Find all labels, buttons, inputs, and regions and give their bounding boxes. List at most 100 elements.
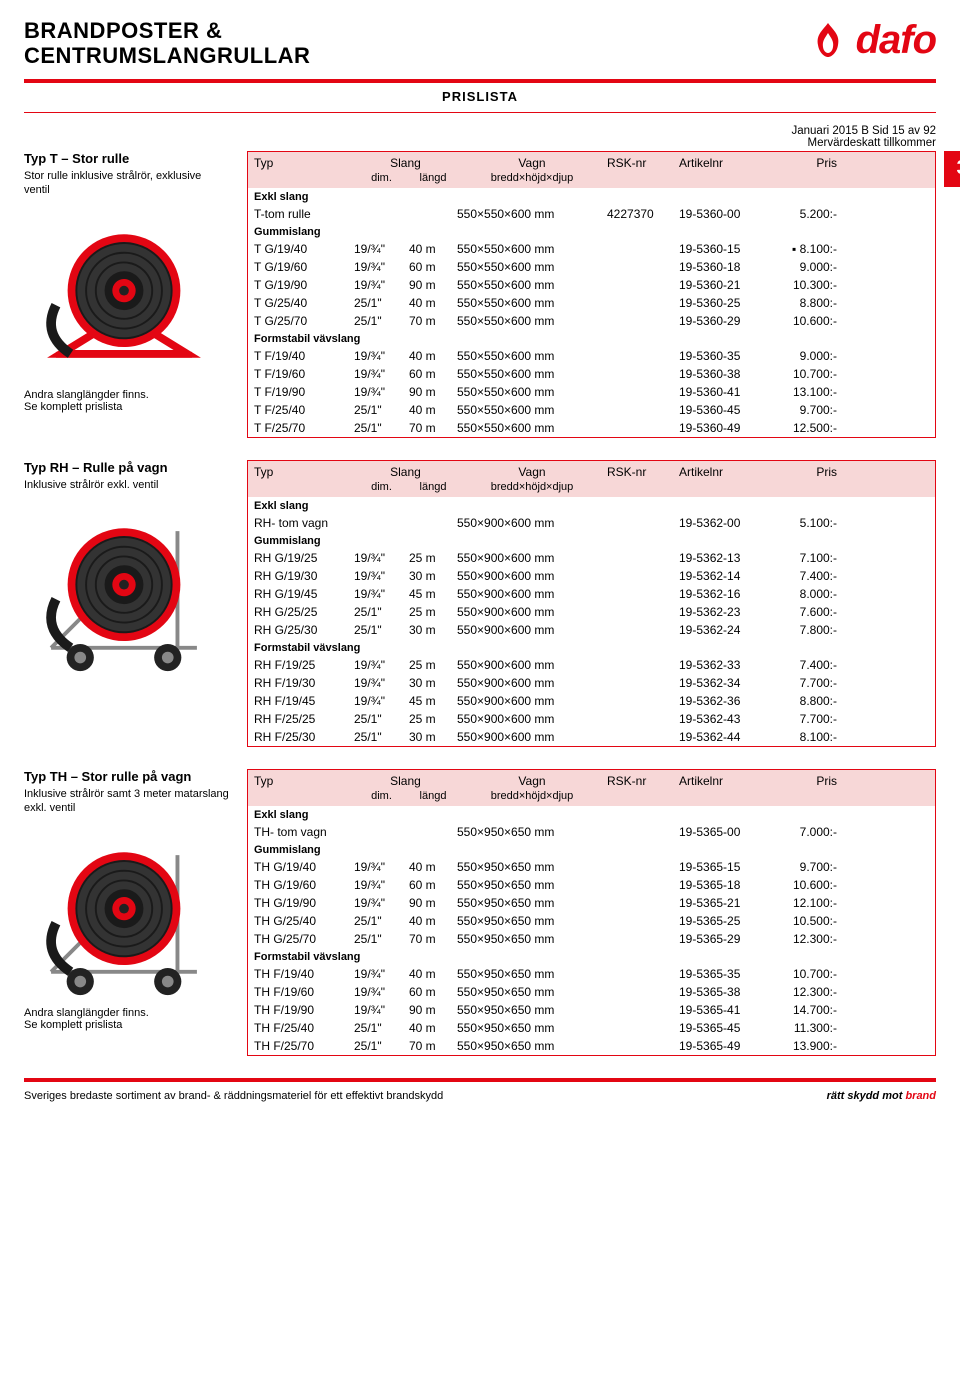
page-meta: Januari 2015 B Sid 15 av 92 Mervärdeskat… — [24, 125, 936, 149]
cell-price: 9.700:- — [769, 403, 839, 417]
col-slang: Slang — [354, 465, 457, 479]
footer-right: rätt skydd mot brand — [827, 1090, 936, 1102]
cell-dim: 25/1" — [354, 712, 409, 726]
sub-bhd: bredd×höjd×djup — [457, 790, 607, 802]
product-section: Typ RH – Rulle på vagn Inklusive strålrö… — [24, 460, 936, 747]
cell-typ: RH G/25/30 — [254, 623, 354, 637]
cell-dim: 25/1" — [354, 1021, 409, 1035]
cell-dim: 19/¾" — [354, 860, 409, 874]
cell-vagn: 550×900×600 mm — [457, 569, 607, 583]
title-line-2: CENTRUMSLANGRULLAR — [24, 43, 310, 68]
group-label: Exkl slang — [248, 806, 935, 823]
section-main: Typ Slang Vagn RSK-nr Artikelnr Pris dim… — [247, 151, 936, 438]
section-side: Typ T – Stor rulle Stor rulle inklusive … — [24, 151, 229, 438]
cell-art: 19-5365-21 — [679, 896, 769, 910]
cell-price: 7.800:- — [769, 623, 839, 637]
meta-line-1: Januari 2015 B Sid 15 av 92 — [24, 125, 936, 137]
cell-price: 10.300:- — [769, 278, 839, 292]
cell-art: 19-5360-38 — [679, 367, 769, 381]
cell-vagn: 550×950×650 mm — [457, 878, 607, 892]
cell-len: 25 m — [409, 658, 457, 672]
cell-typ: RH G/25/25 — [254, 605, 354, 619]
cell-typ: TH F/19/60 — [254, 985, 354, 999]
col-vagn: Vagn — [457, 774, 607, 788]
cell-dim: 25/1" — [354, 1039, 409, 1053]
cell-vagn: 550×950×650 mm — [457, 932, 607, 946]
flame-icon — [806, 19, 850, 63]
divider-thin — [24, 112, 936, 113]
cell-typ: RH F/25/30 — [254, 730, 354, 744]
sub-langd: längd — [409, 481, 457, 493]
col-rsk: RSK-nr — [607, 465, 679, 479]
table-row: RH F/19/45 19/¾" 45 m 550×900×600 mm 19-… — [248, 692, 935, 710]
logo-text: dafo — [856, 18, 936, 63]
table-row: T G/25/40 25/1" 40 m 550×550×600 mm 19-5… — [248, 294, 935, 312]
cell-vagn: 550×900×600 mm — [457, 694, 607, 708]
cell-art: 19-5362-14 — [679, 569, 769, 583]
cell-dim: 25/1" — [354, 296, 409, 310]
cell-len: 40 m — [409, 1021, 457, 1035]
cell-typ: T-tom rulle — [254, 207, 354, 221]
table-row: RH G/19/25 19/¾" 25 m 550×900×600 mm 19-… — [248, 549, 935, 567]
cell-typ: RH F/19/45 — [254, 694, 354, 708]
cell-vagn: 550×950×650 mm — [457, 1039, 607, 1053]
cell-typ: TH G/19/40 — [254, 860, 354, 874]
section-subtitle: Inklusive strålrör samt 3 meter matarsla… — [24, 787, 229, 817]
cell-art: 19-5362-16 — [679, 587, 769, 601]
section-side: Typ RH – Rulle på vagn Inklusive strålrö… — [24, 460, 229, 747]
product-section: Typ T – Stor rulle Stor rulle inklusive … — [24, 151, 936, 438]
cell-dim: 19/¾" — [354, 1003, 409, 1017]
cell-vagn: 550×900×600 mm — [457, 623, 607, 637]
cell-art: 19-5362-34 — [679, 676, 769, 690]
col-art: Artikelnr — [679, 156, 769, 170]
section-title: Typ RH – Rulle på vagn — [24, 460, 229, 475]
section-subtitle: Inklusive strålrör exkl. ventil — [24, 478, 229, 493]
cell-vagn: 550×950×650 mm — [457, 1003, 607, 1017]
cell-art: 19-5362-24 — [679, 623, 769, 637]
cell-typ: RH G/19/25 — [254, 551, 354, 565]
cell-price: 7.400:- — [769, 658, 839, 672]
group-label: Formstabil vävslang — [248, 330, 935, 347]
cell-art: 19-5360-25 — [679, 296, 769, 310]
cell-len: 70 m — [409, 1039, 457, 1053]
table-row: T G/19/90 19/¾" 90 m 550×550×600 mm 19-5… — [248, 276, 935, 294]
cell-art: 19-5362-00 — [679, 516, 769, 530]
cell-art: 19-5365-29 — [679, 932, 769, 946]
cell-vagn: 550×550×600 mm — [457, 403, 607, 417]
cell-art: 19-5360-00 — [679, 207, 769, 221]
cell-price: 5.200:- — [769, 207, 839, 221]
cell-price: 13.900:- — [769, 1039, 839, 1053]
table-row: T F/19/90 19/¾" 90 m 550×550×600 mm 19-5… — [248, 383, 935, 401]
section-title: Typ T – Stor rulle — [24, 151, 229, 166]
meta-line-2: Mervärdeskatt tillkommer — [24, 137, 936, 149]
cell-len: 40 m — [409, 403, 457, 417]
table-row: T F/19/40 19/¾" 40 m 550×550×600 mm 19-5… — [248, 347, 935, 365]
cell-len: 30 m — [409, 730, 457, 744]
cell-art: 19-5365-25 — [679, 914, 769, 928]
sub-bhd: bredd×höjd×djup — [457, 172, 607, 184]
cell-price: 9.000:- — [769, 260, 839, 274]
col-typ: Typ — [254, 774, 354, 788]
cell-len: 60 m — [409, 878, 457, 892]
cell-vagn: 550×550×600 mm — [457, 314, 607, 328]
table-row: TH G/25/70 25/1" 70 m 550×950×650 mm 19-… — [248, 930, 935, 948]
table-row: RH F/25/25 25/1" 25 m 550×900×600 mm 19-… — [248, 710, 935, 728]
cell-typ: T G/25/40 — [254, 296, 354, 310]
section-subtitle: Stor rulle inklusive strålrör, exklusive… — [24, 169, 229, 199]
sub-bhd: bredd×höjd×djup — [457, 481, 607, 493]
cell-vagn: 550×550×600 mm — [457, 242, 607, 256]
cell-vagn: 550×900×600 mm — [457, 605, 607, 619]
cell-typ: TH F/25/40 — [254, 1021, 354, 1035]
title-line-1: BRANDPOSTER & — [24, 18, 310, 43]
footer-right-brand: brand — [905, 1090, 936, 1102]
cell-typ: T F/19/90 — [254, 385, 354, 399]
prislista-label: PRISLISTA — [436, 87, 524, 106]
section-main: Typ Slang Vagn RSK-nr Artikelnr Pris dim… — [247, 460, 936, 747]
table-row: TH F/19/40 19/¾" 40 m 550×950×650 mm 19-… — [248, 965, 935, 983]
cell-typ: T F/25/70 — [254, 421, 354, 435]
cell-price: 10.500:- — [769, 914, 839, 928]
cell-vagn: 550×950×650 mm — [457, 1021, 607, 1035]
price-table: Typ Slang Vagn RSK-nr Artikelnr Pris dim… — [247, 769, 936, 1056]
cell-dim: 25/1" — [354, 914, 409, 928]
cell-len: 30 m — [409, 569, 457, 583]
